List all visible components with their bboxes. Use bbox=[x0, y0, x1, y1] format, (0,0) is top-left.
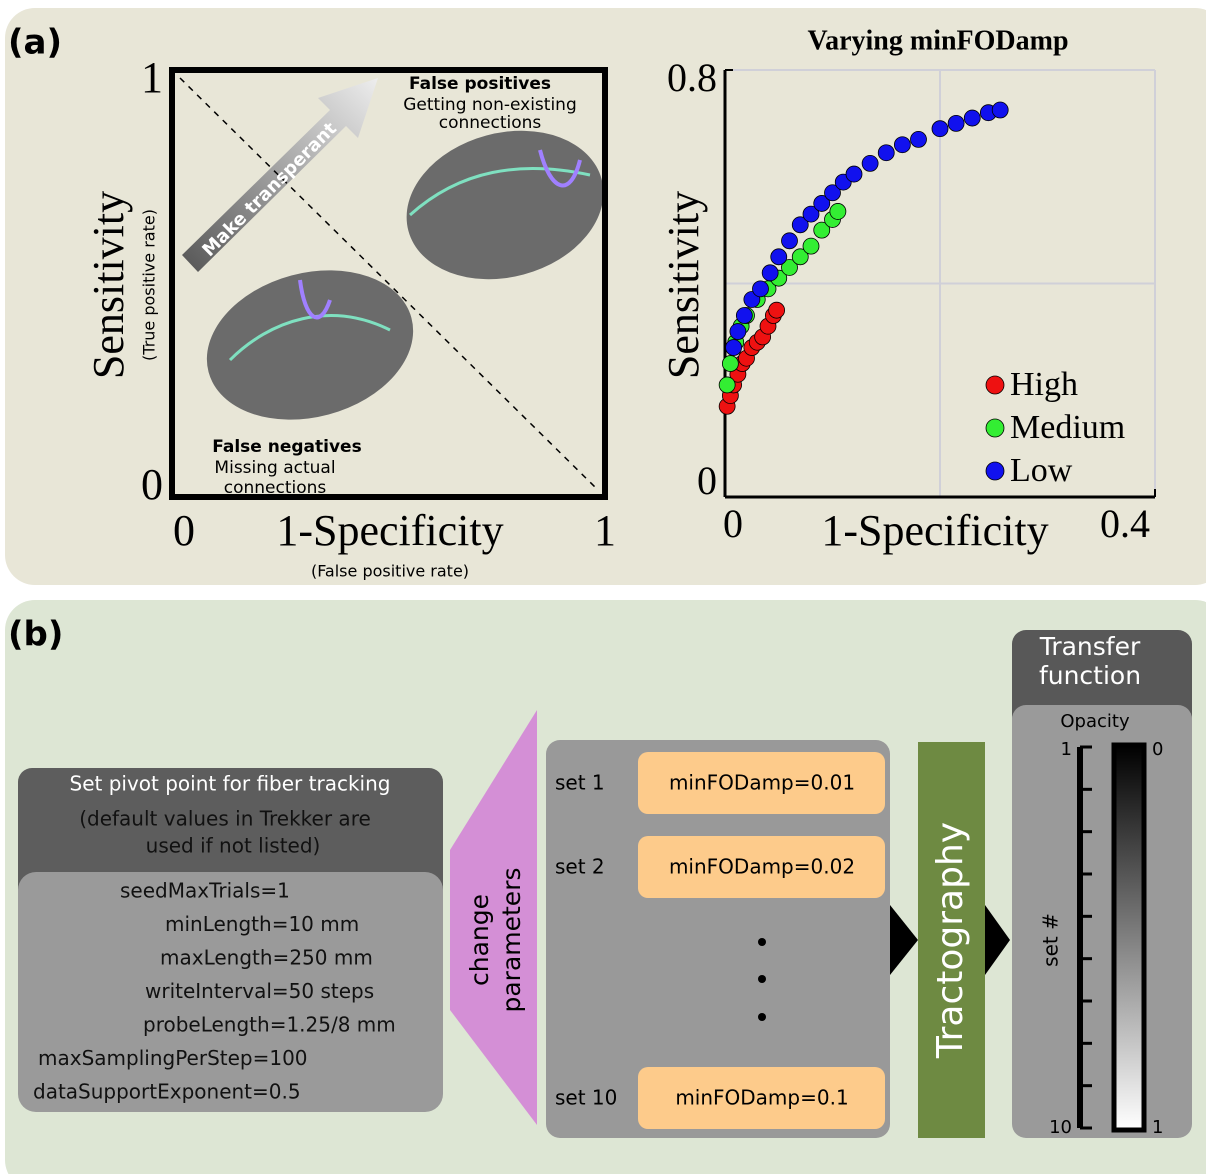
point bbox=[730, 324, 746, 340]
tractography-label: Tractography bbox=[930, 822, 971, 1059]
point bbox=[862, 155, 878, 171]
parameter: probeLength=1.25/8 mm bbox=[143, 1013, 396, 1037]
point bbox=[911, 131, 927, 147]
annotation: Missing actual bbox=[214, 458, 335, 478]
x-tick-label: 0.4 bbox=[1100, 501, 1150, 546]
figure: (a)(b)01011-Specificity(False positive r… bbox=[0, 0, 1206, 1174]
y-tick-label: 1 bbox=[141, 53, 163, 102]
y-tick-label: 0 bbox=[697, 458, 717, 503]
set-value: minFODamp=0.01 bbox=[669, 771, 855, 795]
parameter: maxSamplingPerStep=100 bbox=[38, 1046, 308, 1070]
point bbox=[830, 203, 846, 219]
panel-label: (a) bbox=[8, 23, 62, 63]
legend-marker bbox=[986, 376, 1004, 394]
point bbox=[762, 265, 778, 281]
annotation: Getting non-existing bbox=[403, 95, 577, 115]
parameter: seedMaxTrials=1 bbox=[120, 879, 290, 903]
set-value: minFODamp=0.02 bbox=[669, 855, 855, 879]
change-label: change bbox=[465, 894, 494, 986]
point bbox=[782, 233, 798, 249]
legend-marker bbox=[986, 419, 1004, 437]
y-axis-note: (True positive rate) bbox=[140, 209, 159, 361]
opacity-label: Opacity bbox=[1060, 711, 1130, 732]
annotation-title: False negatives bbox=[212, 437, 361, 457]
parameter: writeInterval=50 steps bbox=[145, 979, 374, 1003]
point bbox=[736, 308, 752, 324]
point bbox=[719, 377, 735, 393]
point bbox=[932, 121, 948, 137]
y-tick-label: 0.8 bbox=[667, 55, 717, 100]
x-axis-note: (False positive rate) bbox=[311, 562, 469, 581]
point bbox=[846, 166, 862, 182]
set-label: set 10 bbox=[555, 1086, 617, 1110]
tf-title: Transfer bbox=[1039, 632, 1141, 661]
point bbox=[992, 102, 1008, 118]
set-value: minFODamp=0.1 bbox=[675, 1086, 848, 1110]
point bbox=[878, 145, 894, 161]
legend-label: High bbox=[1010, 366, 1078, 403]
change-label: parameters bbox=[497, 867, 526, 1012]
y-axis-title: Sensitivity bbox=[84, 191, 133, 379]
point bbox=[726, 340, 742, 356]
point bbox=[803, 238, 819, 254]
legend-marker bbox=[986, 462, 1004, 480]
pivot-note: (default values in Trekker are bbox=[79, 807, 371, 831]
set-range-label: 1 bbox=[1061, 739, 1072, 760]
set-label: set 1 bbox=[555, 771, 605, 795]
parameter: dataSupportExponent=0.5 bbox=[33, 1080, 301, 1104]
point bbox=[964, 110, 980, 126]
opacity-bar bbox=[1114, 745, 1144, 1130]
parameter: minLength=10 mm bbox=[165, 912, 359, 936]
tf-title: function bbox=[1039, 661, 1141, 690]
y-axis-title: Sensitivity bbox=[659, 191, 708, 379]
chart-title: Varying minFODamp bbox=[807, 25, 1068, 56]
annotation-title: False positives bbox=[409, 74, 551, 94]
x-tick-label: 0 bbox=[723, 501, 743, 546]
parameter: maxLength=250 mm bbox=[160, 946, 373, 970]
set-label: set 2 bbox=[555, 855, 605, 879]
point bbox=[752, 281, 768, 297]
point bbox=[722, 356, 738, 372]
annotation: connections bbox=[439, 113, 542, 133]
set-range-label: 10 bbox=[1049, 1117, 1072, 1138]
y-tick-label: 0 bbox=[141, 460, 163, 509]
point bbox=[769, 302, 785, 318]
x-axis-title: 1-Specificity bbox=[276, 506, 503, 555]
pivot-title: Set pivot point for fiber tracking bbox=[70, 772, 391, 796]
panel-label: (b) bbox=[8, 615, 63, 655]
ellipsis-dot bbox=[758, 1013, 766, 1021]
legend-label: Medium bbox=[1010, 409, 1125, 446]
axis-label: set # bbox=[1039, 913, 1063, 967]
point bbox=[771, 249, 787, 265]
legend-label: Low bbox=[1010, 452, 1073, 489]
opacity-range-label: 0 bbox=[1152, 739, 1163, 760]
x-tick-label: 0 bbox=[173, 506, 195, 555]
point bbox=[894, 137, 910, 153]
ellipsis-dot bbox=[758, 975, 766, 983]
x-tick-label: 1 bbox=[594, 506, 616, 555]
pivot-note: used if not listed) bbox=[146, 834, 321, 858]
point bbox=[948, 115, 964, 131]
ellipsis-dot bbox=[758, 938, 766, 946]
x-axis-title: 1-Specificity bbox=[821, 506, 1048, 555]
opacity-range-label: 1 bbox=[1152, 1117, 1163, 1138]
annotation: connections bbox=[224, 478, 327, 498]
